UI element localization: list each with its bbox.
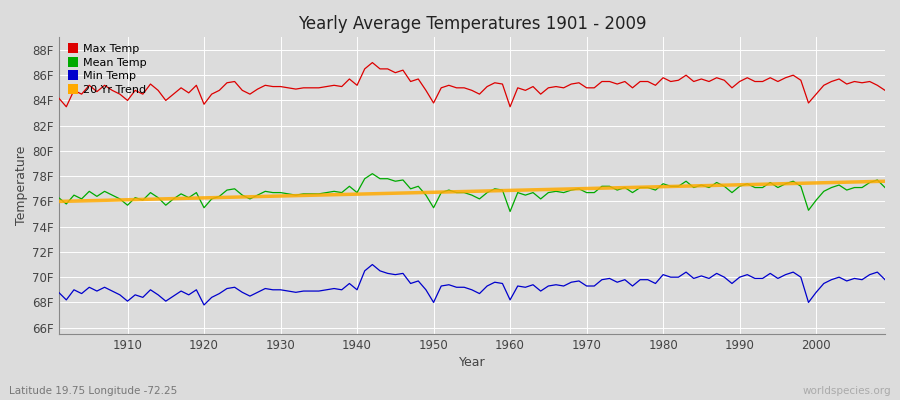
Legend: Max Temp, Mean Temp, Min Temp, 20 Yr Trend: Max Temp, Mean Temp, Min Temp, 20 Yr Tre… xyxy=(68,44,147,95)
Text: Latitude 19.75 Longitude -72.25: Latitude 19.75 Longitude -72.25 xyxy=(9,386,177,396)
X-axis label: Year: Year xyxy=(458,356,485,369)
Title: Yearly Average Temperatures 1901 - 2009: Yearly Average Temperatures 1901 - 2009 xyxy=(298,15,646,33)
Text: worldspecies.org: worldspecies.org xyxy=(803,386,891,396)
Y-axis label: Temperature: Temperature xyxy=(15,146,28,225)
